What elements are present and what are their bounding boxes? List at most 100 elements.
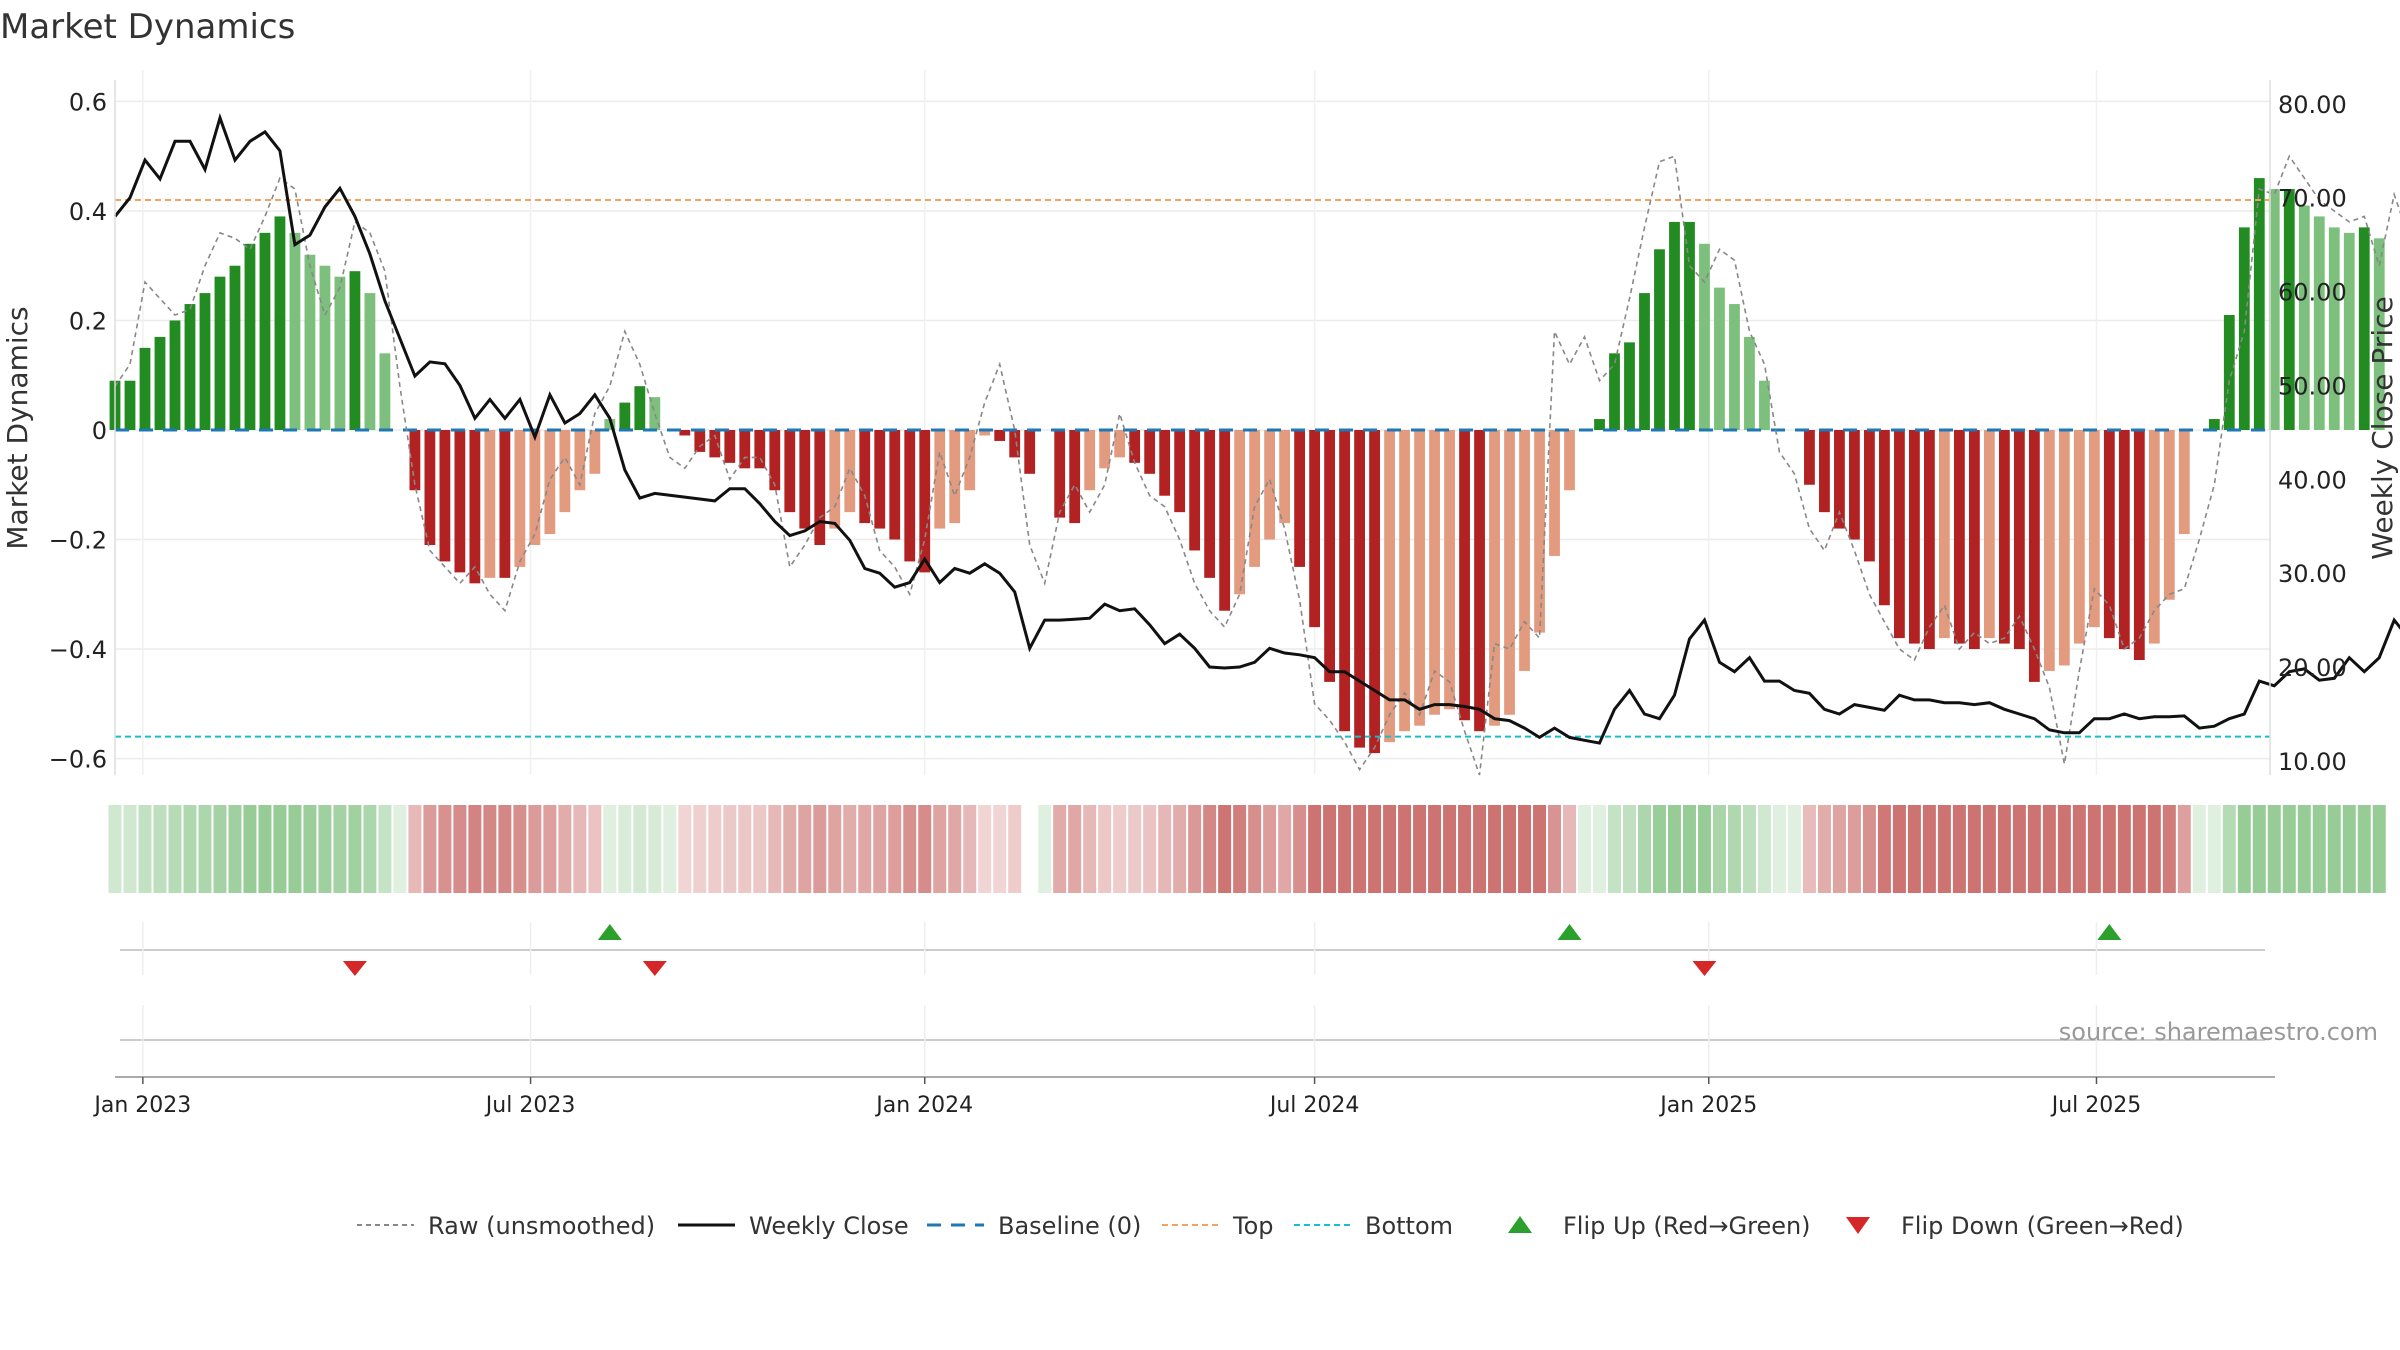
market-dynamics-bar	[1234, 430, 1246, 595]
market-dynamics-bar	[2133, 430, 2145, 660]
regime-strip-cell	[1113, 805, 1127, 893]
flip-down-marker	[342, 961, 367, 976]
regime-strip-cell	[1907, 805, 1921, 893]
regime-strip-cell	[258, 805, 272, 893]
market-dynamics-bar	[124, 380, 136, 430]
chart-title: Market Dynamics	[0, 7, 295, 47]
market-dynamics-bar	[829, 430, 841, 529]
legend-label: Bottom	[1365, 1212, 1453, 1240]
market-dynamics-bar	[1849, 430, 1860, 540]
y-tick-label: −0.2	[49, 527, 107, 555]
legend-flip-up-swatch	[1508, 1216, 1532, 1233]
regime-strip-cell	[948, 805, 962, 893]
market-dynamics-bar	[2088, 430, 2100, 628]
regime-strip-cell	[1832, 805, 1846, 893]
regime-strip-cell	[198, 805, 212, 893]
regime-strip-cell	[2327, 805, 2341, 893]
regime-strip-cell	[138, 805, 152, 893]
regime-strip-cell	[273, 805, 287, 893]
regime-strip-cell	[2237, 805, 2251, 893]
regime-strip-cell	[978, 805, 992, 893]
flip-up-marker	[2097, 924, 2122, 940]
market-dynamics-bar	[529, 430, 541, 545]
market-dynamics-bar	[2118, 430, 2130, 650]
regime-strip-cell	[1862, 805, 1876, 893]
regime-strip-cell	[2312, 805, 2326, 893]
market-dynamics-bar	[439, 430, 451, 562]
regime-strip-cell	[633, 805, 647, 893]
market-dynamics-bar	[274, 216, 286, 430]
market-dynamics-bar	[1384, 430, 1395, 743]
market-dynamics-bar	[1729, 304, 1740, 430]
regime-strip-cell	[1278, 805, 1292, 893]
market-dynamics-bar	[1279, 430, 1291, 524]
market-dynamics-bar	[1669, 221, 1680, 430]
y-axis-label: Market Dynamics	[1, 306, 34, 549]
legend-label: Flip Down (Green→Red)	[1901, 1212, 2184, 1240]
x-axis: Jan 2023 Jul 2023 Jan 2024 Jul 2024 Jan 2025…	[92, 1076, 2275, 1118]
regime-strip-cell	[1967, 805, 1981, 893]
regime-strip-cell	[2342, 805, 2356, 893]
market-dynamics-bar	[1699, 243, 1710, 430]
regime-strip-cell	[2372, 805, 2386, 893]
regime-strip-cell	[873, 805, 887, 893]
regime-strip-cell	[1533, 805, 1547, 893]
regime-strip-cell	[1038, 805, 1052, 893]
regime-strip-cell	[2072, 805, 2086, 893]
market-dynamics-bar	[514, 430, 526, 567]
x-tick-label: Jan 2024	[874, 1093, 973, 1118]
market-dynamics-bar	[2298, 205, 2310, 430]
regime-strip-cell	[603, 805, 617, 893]
regime-strip-cell	[738, 805, 752, 893]
market-dynamics-bar	[1759, 380, 1770, 430]
market-dynamics-bar	[1864, 430, 1875, 562]
market-dynamics-bar	[1099, 430, 1111, 469]
regime-strip-cell	[438, 805, 452, 893]
market-dynamics-bar	[1564, 430, 1575, 491]
regime-strip-cell	[1443, 805, 1457, 893]
regime-strip-cell	[1697, 805, 1711, 893]
regime-strip-cell	[228, 805, 242, 893]
regime-strip-cell	[723, 805, 737, 893]
market-dynamics-bar	[844, 430, 856, 513]
flip-markers-panel	[120, 922, 2265, 976]
regime-strip-cell	[918, 805, 932, 893]
y2-tick-label: 20.00	[2278, 654, 2347, 682]
market-dynamics-bar	[649, 397, 661, 430]
market-dynamics-bar	[1609, 353, 1620, 430]
market-dynamics-bar	[1189, 430, 1201, 551]
regime-strip-cell	[1623, 805, 1636, 893]
regime-strip-cell	[1128, 805, 1142, 893]
regime-strip-cell	[573, 805, 587, 893]
regime-strip-cell	[753, 805, 767, 893]
regime-strip-cell	[2297, 805, 2311, 893]
market-dynamics-bar	[1084, 430, 1096, 491]
market-dynamics-bar	[1519, 430, 1530, 671]
regime-strip-cell	[2042, 805, 2056, 893]
regime-strip-cell	[813, 805, 827, 893]
regime-strip-cell	[963, 805, 977, 893]
regime-strip-cell	[468, 805, 482, 893]
regime-strip-cell	[2087, 805, 2101, 893]
regime-strip-cell	[1772, 805, 1786, 893]
regime-strip-cell	[303, 805, 317, 893]
regime-strip-cell	[108, 805, 122, 893]
market-dynamics-bar	[199, 293, 211, 430]
regime-strip-cell	[153, 805, 167, 893]
market-dynamics-bar	[1249, 430, 1261, 567]
regime-strip-cell	[588, 805, 602, 893]
market-dynamics-bar	[379, 353, 391, 430]
regime-strip	[108, 805, 2386, 893]
market-dynamics-bar	[2373, 238, 2385, 430]
market-dynamics-bar	[1114, 430, 1126, 458]
weekly-close-line	[113, 113, 2400, 745]
market-dynamics-bar	[1444, 430, 1455, 710]
regime-strip-cell	[1413, 805, 1427, 893]
market-dynamics-bar	[1309, 430, 1321, 628]
market-dynamics-bar	[214, 276, 226, 430]
market-dynamics-bar	[2103, 430, 2115, 639]
market-dynamics-bar	[409, 430, 421, 491]
y2-tick-label: 40.00	[2278, 466, 2347, 494]
regime-strip-cell	[1458, 805, 1472, 893]
